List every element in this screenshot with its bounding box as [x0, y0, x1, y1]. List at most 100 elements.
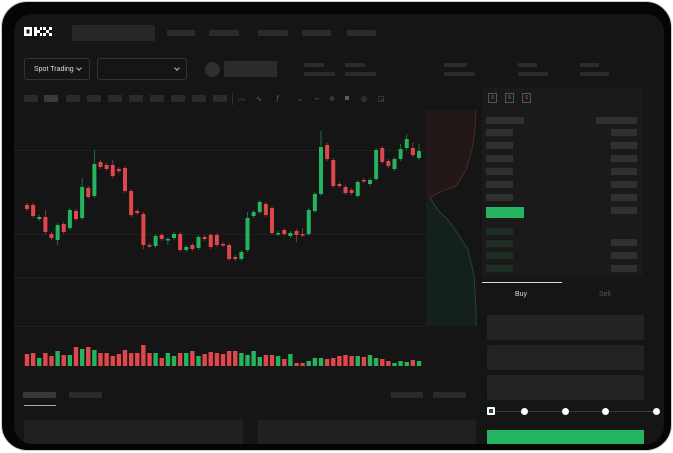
slider-track[interactable] — [492, 411, 660, 412]
volume-bar — [343, 355, 348, 366]
candle — [165, 239, 170, 241]
wave-icon[interactable]: ∼ — [314, 96, 320, 103]
orderbook-both-icon[interactable]: ≡ — [488, 93, 497, 103]
candle — [325, 145, 330, 159]
timeframe-tab[interactable] — [171, 95, 185, 102]
candle — [43, 217, 48, 232]
tab-order-history[interactable] — [69, 392, 102, 398]
filter-button[interactable] — [391, 392, 423, 398]
timeframe-tab[interactable] — [150, 95, 164, 102]
stat-value — [345, 72, 376, 76]
camera-icon[interactable]: ◙ — [345, 95, 350, 102]
slider-stop-25[interactable] — [521, 408, 528, 415]
nav-item[interactable] — [258, 30, 288, 36]
pair-price — [224, 61, 277, 77]
order-card — [24, 420, 243, 444]
indicator-icon[interactable]: ∿ — [256, 96, 262, 103]
volume-bar — [226, 351, 232, 366]
volume-bar — [416, 361, 422, 366]
timeframe-tab[interactable] — [44, 95, 58, 102]
tab-open-orders[interactable] — [23, 392, 56, 398]
volume-bar — [104, 353, 109, 366]
volume-bar — [331, 358, 336, 366]
ask-amount — [611, 142, 637, 149]
divider — [232, 93, 233, 105]
volume-bar — [386, 361, 391, 366]
search-bar[interactable] — [72, 25, 155, 41]
volume-bar — [269, 355, 275, 366]
filter-button[interactable] — [433, 392, 466, 398]
pair-dropdown[interactable] — [97, 58, 187, 80]
stat-label — [518, 63, 537, 67]
candle — [361, 180, 366, 182]
slider-stop-100[interactable] — [653, 408, 660, 415]
volume-bar — [404, 362, 409, 366]
slider-stop-50[interactable] — [562, 408, 569, 415]
orderbook-bids-icon[interactable]: ≡ — [505, 93, 514, 103]
buy-button[interactable] — [487, 430, 644, 444]
okx-logo[interactable] — [24, 26, 52, 38]
volume-bar — [122, 350, 128, 366]
volume-bar — [184, 353, 189, 366]
slider-stop-75[interactable] — [602, 408, 609, 415]
bid-amount — [611, 265, 637, 272]
spot-trading-dropdown[interactable]: Spot Trading — [24, 58, 90, 80]
price-chart[interactable] — [14, 110, 480, 392]
volume-bar — [318, 358, 324, 366]
timeframe-tab[interactable] — [66, 95, 80, 102]
volume-bar — [171, 356, 177, 366]
tab-buy[interactable]: Buy — [515, 291, 528, 298]
candle — [288, 233, 293, 236]
candle — [331, 160, 336, 186]
chevron-icon[interactable]: ⌄ — [297, 96, 303, 103]
volume-bar — [190, 351, 195, 366]
slider-handle[interactable] — [487, 407, 495, 415]
bid-price — [486, 240, 513, 247]
orderbook-asks-icon[interactable]: ≡ — [522, 93, 531, 103]
volume-bar — [141, 345, 146, 366]
volume-bar — [361, 357, 367, 366]
nav-item[interactable] — [347, 30, 376, 36]
volume-bar — [398, 361, 403, 366]
candle — [153, 236, 158, 246]
volume-bar — [61, 355, 66, 366]
candle — [129, 191, 134, 215]
candle — [135, 211, 140, 213]
timeframe-tab[interactable] — [129, 95, 143, 102]
stat-label — [580, 63, 599, 67]
pen-icon[interactable]: ⊘ — [329, 96, 335, 103]
candle — [92, 164, 97, 196]
candle — [159, 235, 164, 239]
timeframe-tab[interactable] — [213, 95, 227, 102]
settings-icon[interactable]: ◎ — [361, 96, 368, 103]
ask-amount — [611, 194, 637, 201]
candle — [368, 180, 372, 184]
volume-bar — [251, 351, 256, 366]
price-input[interactable] — [487, 315, 644, 340]
line-tool-icon[interactable]: 〰 — [238, 97, 245, 104]
timeframe-tab[interactable] — [192, 95, 206, 102]
ask-amount — [611, 168, 637, 175]
candle — [337, 184, 342, 186]
nav-item[interactable] — [209, 30, 239, 36]
fx-icon[interactable]: ƒ — [276, 95, 280, 102]
nav-item[interactable] — [167, 30, 195, 36]
ask-price — [486, 194, 513, 201]
bid-price — [486, 265, 513, 272]
volume-bar — [300, 363, 305, 366]
amount-input[interactable] — [487, 345, 644, 370]
timeframe-tab[interactable] — [87, 95, 101, 102]
volume-bar — [257, 357, 262, 366]
nav-item[interactable] — [302, 30, 331, 36]
total-input[interactable] — [487, 375, 644, 400]
candle — [147, 245, 152, 247]
timeframe-tab[interactable] — [108, 95, 122, 102]
tab-sell[interactable]: Sell — [599, 291, 611, 298]
gridline — [14, 277, 427, 278]
ask-price — [486, 181, 513, 188]
timeframe-tab[interactable] — [24, 95, 38, 102]
fullscreen-icon[interactable]: ◲ — [378, 96, 385, 103]
candle — [245, 218, 250, 250]
candle — [221, 244, 225, 246]
